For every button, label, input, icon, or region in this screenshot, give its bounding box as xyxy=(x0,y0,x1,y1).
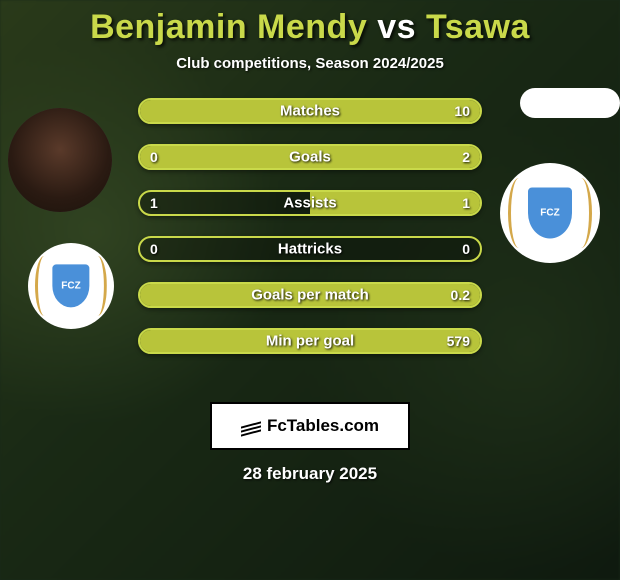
stat-label: Matches xyxy=(140,103,480,120)
infographic-container: Benjamin Mendy vs Tsawa Club competition… xyxy=(0,0,620,580)
stat-value-left: 1 xyxy=(150,195,158,211)
stat-value-left: 0 xyxy=(150,149,158,165)
stat-bar: Goals0 2 xyxy=(138,144,482,170)
stat-value-right: 1 xyxy=(462,195,470,211)
stat-value-right: 0 xyxy=(462,241,470,257)
stat-value-right: 579 xyxy=(447,333,470,349)
stat-bar: Hattricks0 0 xyxy=(138,236,482,262)
stat-label: Min per goal xyxy=(140,333,480,350)
stat-bars: Matches10Goals02Assists11Hattricks00Goal… xyxy=(138,98,482,374)
stat-bar: Assists1 1 xyxy=(138,190,482,216)
player1-club-badge: FCZ xyxy=(28,243,114,329)
stat-bar: Min per goal579 xyxy=(138,328,482,354)
title-vs: vs xyxy=(377,8,416,46)
stat-label: Hattricks xyxy=(140,241,480,258)
subtitle: Club competitions, Season 2024/2025 xyxy=(0,55,620,72)
title-player1: Benjamin Mendy xyxy=(90,8,367,46)
site-name: FcTables.com xyxy=(267,416,379,436)
player-face-icon xyxy=(8,108,112,212)
fcz-logo-icon: FCZ xyxy=(500,163,600,263)
fcz-logo-icon: FCZ xyxy=(28,243,114,329)
date-label: 28 february 2025 xyxy=(0,464,620,484)
title-player2: Tsawa xyxy=(426,8,530,46)
player1-avatar xyxy=(8,108,112,212)
stat-value-right: 10 xyxy=(454,103,470,119)
stat-bar: Matches10 xyxy=(138,98,482,124)
stat-value-right: 0.2 xyxy=(451,287,470,303)
page-title: Benjamin Mendy vs Tsawa xyxy=(0,8,620,47)
stat-label: Goals per match xyxy=(140,287,480,304)
site-badge: FcTables.com xyxy=(210,402,410,450)
stat-label: Assists xyxy=(140,195,480,212)
stat-value-right: 2 xyxy=(462,149,470,165)
stat-value-left: 0 xyxy=(150,241,158,257)
player2-club-badge: FCZ xyxy=(500,163,600,263)
chart-icon xyxy=(241,418,261,434)
stat-bar: Goals per match0.2 xyxy=(138,282,482,308)
stat-label: Goals xyxy=(140,149,480,166)
player2-avatar xyxy=(520,88,620,118)
stats-area: FCZ FCZ Matches10Goals02Assists11Hattric… xyxy=(0,98,620,398)
